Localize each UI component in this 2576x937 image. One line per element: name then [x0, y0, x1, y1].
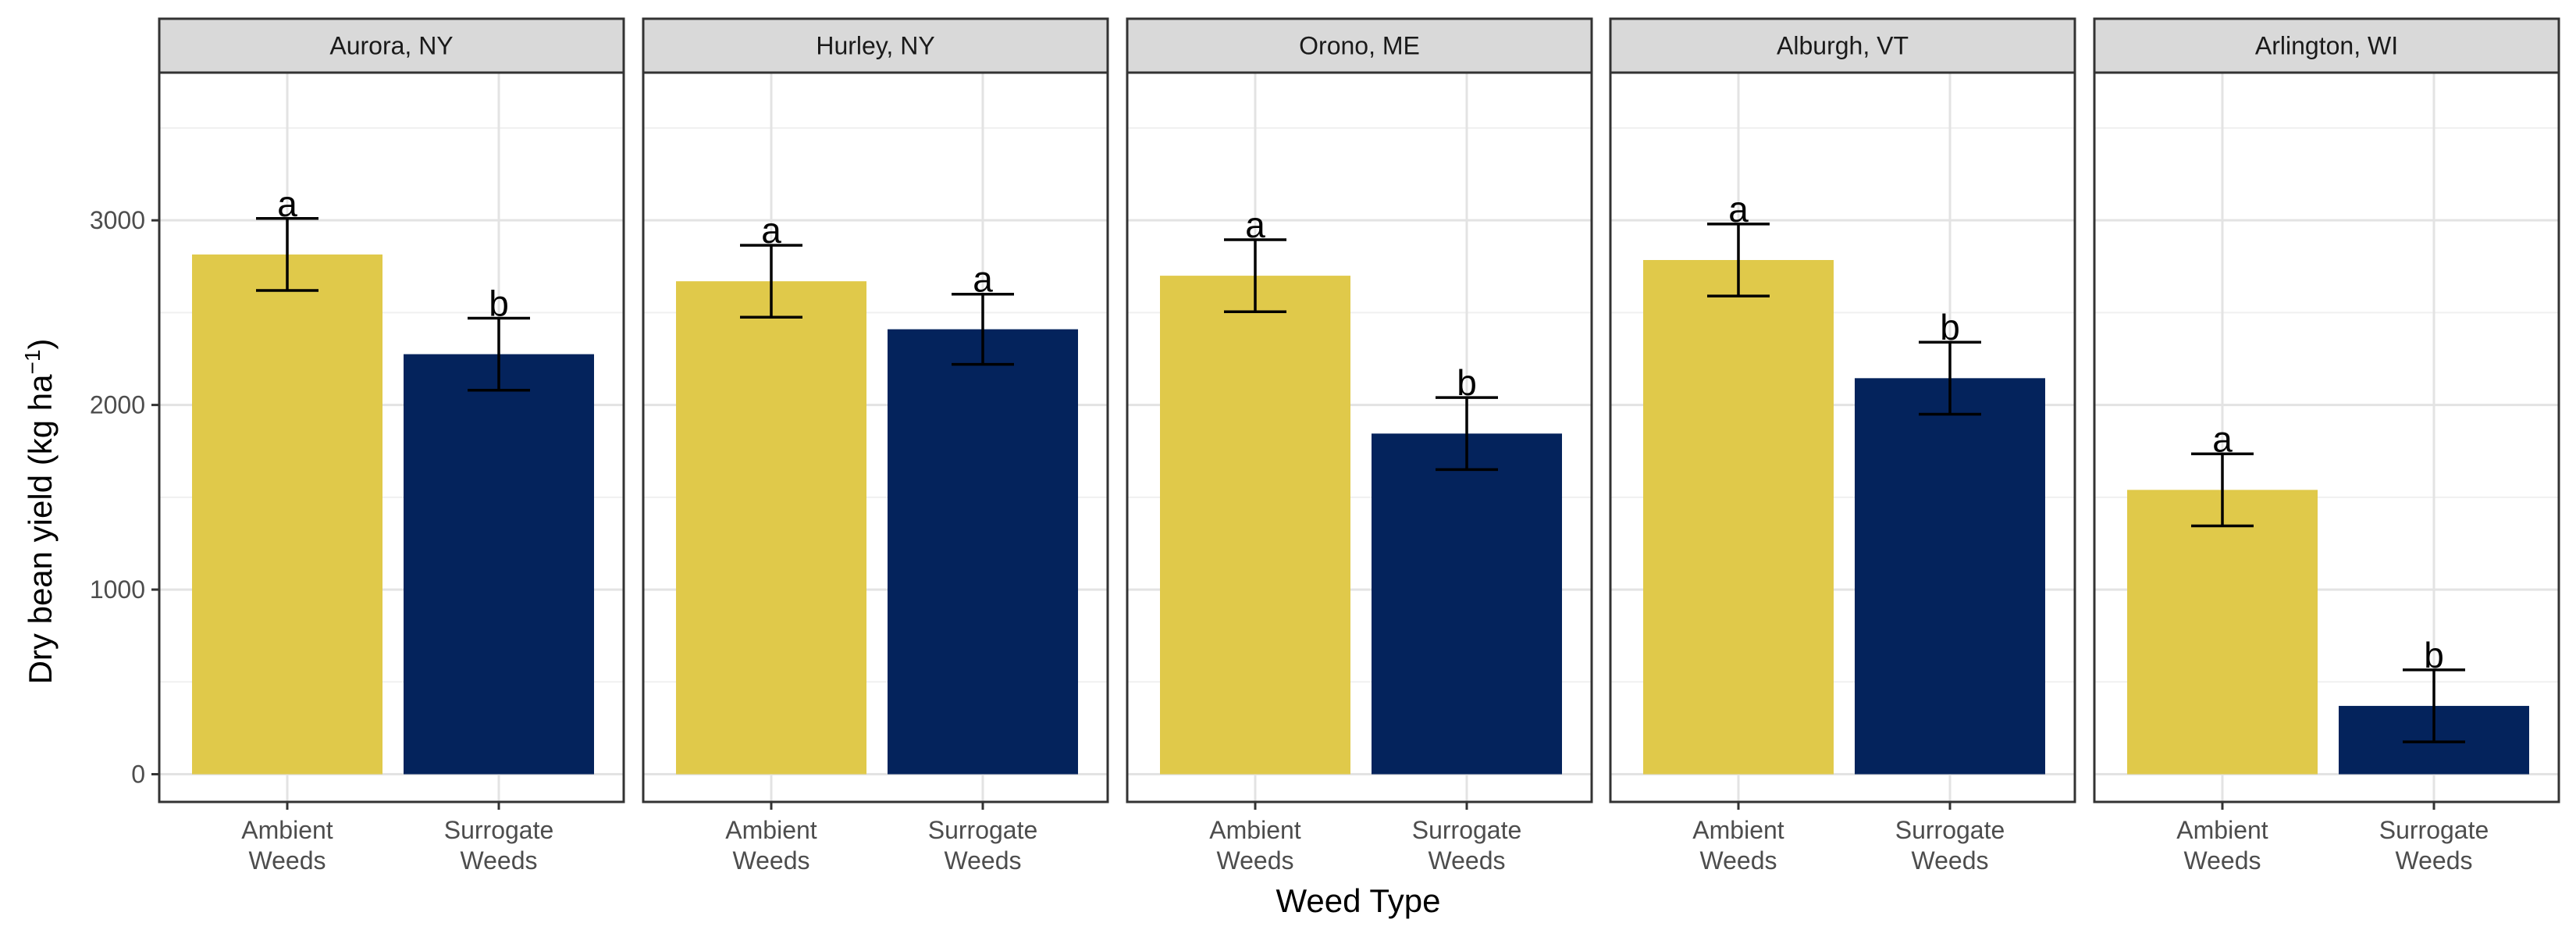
x-tick-label-line1: Surrogate — [2379, 816, 2489, 844]
x-tick-label-line2: Weeds — [2395, 846, 2472, 875]
y-axis-title: Dry bean yield (kg ha−1) — [20, 339, 59, 685]
error-bar — [740, 244, 802, 319]
y-tick-label: 2000 — [90, 391, 145, 419]
y-tick-label: 3000 — [90, 206, 145, 234]
facet-strip-label: Orono, ME — [1299, 32, 1420, 60]
facet-strip — [1609, 17, 2076, 74]
significance-letter: b — [489, 283, 509, 323]
error-bar — [952, 292, 1014, 366]
x-tick-label-line1: Surrogate — [928, 816, 1038, 844]
y-axis-title-main: Dry bean yield (kg ha — [22, 374, 59, 685]
significance-letter: b — [2424, 635, 2444, 675]
x-tick-label-line2: Weeds — [1699, 846, 1777, 875]
error-bar — [1707, 223, 1770, 297]
x-tick-label-line2: Weeds — [944, 846, 1021, 875]
facet-strip — [642, 17, 1109, 74]
y-axis-title-superscript: −1 — [20, 350, 44, 375]
x-tick-label-line2: Weeds — [460, 846, 537, 875]
x-tick-label-line1: Surrogate — [1895, 816, 2005, 844]
facet-strip-label: Alburgh, VT — [1777, 32, 1909, 60]
bar — [676, 281, 866, 775]
bar — [1643, 260, 1834, 775]
x-tick-label-line2: Weeds — [1216, 846, 1293, 875]
error-bar — [1224, 238, 1286, 313]
bar — [192, 254, 382, 775]
facet-strip — [2093, 17, 2560, 74]
significance-letter: a — [1728, 189, 1749, 230]
error-bar — [2403, 668, 2465, 743]
x-tick-label-line1: Surrogate — [1412, 816, 1522, 844]
x-tick-label-line1: Surrogate — [444, 816, 554, 844]
y-axis: 0 1000 2000 3000 — [90, 206, 159, 789]
significance-letter: a — [1245, 205, 1265, 245]
x-tick-label-line2: Weeds — [732, 846, 809, 875]
bar — [1372, 433, 1562, 775]
x-tick-label-line1: Ambient — [1209, 816, 1301, 844]
error-bar — [2191, 452, 2254, 528]
significance-letter: b — [1457, 362, 1477, 403]
facet-strip-label: Aurora, NY — [329, 32, 453, 60]
significance-letter: a — [761, 210, 781, 251]
significance-letter: a — [2212, 419, 2233, 459]
significance-letter: a — [973, 259, 993, 300]
y-tick-label: 1000 — [90, 575, 145, 604]
x-tick-label-line1: Ambient — [725, 816, 817, 844]
y-axis-title-close: ) — [22, 339, 59, 350]
x-tick-label-line2: Weeds — [1911, 846, 1988, 875]
significance-letter: a — [277, 183, 297, 224]
error-bar — [1436, 396, 1498, 472]
error-bar — [256, 217, 318, 292]
bar — [2127, 490, 2318, 775]
x-tick-label-line2: Weeds — [1428, 846, 1505, 875]
bar — [888, 329, 1078, 775]
x-axis-title: Weed Type — [1276, 882, 1441, 919]
x-tick-label-line1: Ambient — [2176, 816, 2268, 844]
error-bar — [1919, 340, 1981, 416]
bar — [1160, 276, 1350, 775]
y-tick-label: 0 — [131, 761, 145, 789]
facet-strip-label: Arlington, WI — [2255, 32, 2398, 60]
bar — [1855, 378, 2045, 775]
x-tick-label-line2: Weeds — [2183, 846, 2261, 875]
facet-strip — [158, 17, 625, 74]
significance-letter: b — [1940, 307, 1960, 347]
x-tick-label-line2: Weeds — [248, 846, 326, 875]
bar — [404, 354, 594, 775]
error-bar — [468, 316, 530, 392]
facet-strip-label: Hurley, NY — [816, 32, 934, 60]
facet-strip — [1126, 17, 1593, 74]
x-tick-label-line1: Ambient — [241, 816, 333, 844]
x-tick-label-line1: Ambient — [1692, 816, 1784, 844]
